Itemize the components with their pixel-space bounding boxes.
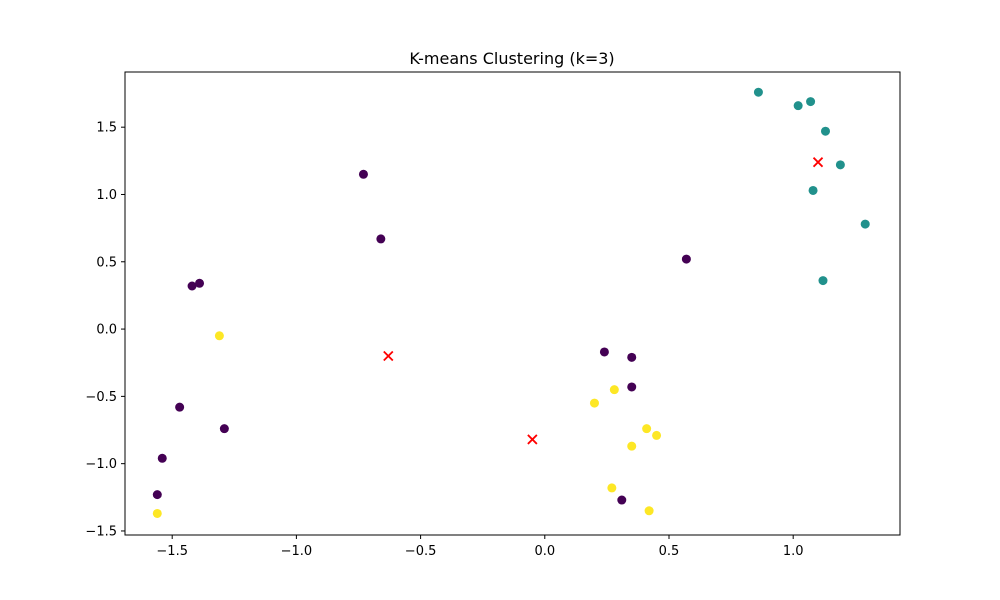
y-tick-label: 1.5 <box>96 121 117 136</box>
centroid-marker <box>812 157 824 168</box>
data-point-cluster-0 <box>152 490 162 500</box>
data-point-cluster-0 <box>175 402 185 412</box>
data-point-cluster-0 <box>599 347 609 357</box>
data-point-cluster-0 <box>627 352 637 362</box>
y-axis: −1.5 −1.0 −0.5 0.0 0.5 1.0 1.5 <box>85 121 125 539</box>
points-layer <box>152 87 870 518</box>
x-axis: −1.5 −1.0 −0.5 0.0 0.5 1.0 <box>156 535 804 559</box>
data-point-cluster-1 <box>806 97 816 107</box>
y-tick-label: −1.5 <box>85 524 117 539</box>
data-point-cluster-0 <box>157 453 167 463</box>
data-point-cluster-1 <box>818 276 828 286</box>
data-point-cluster-0 <box>627 382 637 392</box>
data-point-cluster-2 <box>609 385 619 395</box>
data-point-cluster-1 <box>860 219 870 229</box>
y-tick-label: 1.0 <box>96 188 117 203</box>
x-tick-label: 0.5 <box>659 544 680 559</box>
y-tick-label: −0.5 <box>85 390 117 405</box>
data-point-cluster-2 <box>642 424 652 434</box>
data-point-cluster-1 <box>835 160 845 170</box>
data-point-cluster-2 <box>589 398 599 408</box>
data-point-cluster-1 <box>753 87 763 97</box>
data-point-cluster-2 <box>214 331 224 341</box>
data-point-cluster-0 <box>358 169 368 179</box>
data-point-cluster-2 <box>607 483 617 493</box>
centroid-marker <box>383 350 394 362</box>
x-tick-label: 1.0 <box>783 544 804 559</box>
data-point-cluster-2 <box>652 430 662 440</box>
data-point-cluster-0 <box>681 254 691 264</box>
data-point-cluster-0 <box>617 495 627 505</box>
centroid-marker <box>527 434 538 445</box>
x-tick-label: −0.5 <box>405 544 437 559</box>
data-point-cluster-1 <box>820 126 830 136</box>
data-point-cluster-2 <box>627 441 637 451</box>
x-tick-label: −1.5 <box>156 544 188 559</box>
data-point-cluster-0 <box>219 424 229 434</box>
y-tick-label: −1.0 <box>85 457 117 472</box>
plot-frame <box>124 71 901 536</box>
chart-title: K-means Clustering (k=3) <box>409 49 614 68</box>
data-point-cluster-1 <box>793 101 803 111</box>
y-tick-label: 0.5 <box>96 255 117 270</box>
y-tick-label: 0.0 <box>96 323 117 338</box>
data-point-cluster-0 <box>187 281 197 291</box>
data-point-cluster-2 <box>152 508 162 518</box>
data-point-cluster-1 <box>808 185 818 195</box>
x-tick-label: 0.0 <box>534 544 555 559</box>
data-point-cluster-0 <box>376 234 386 244</box>
centroids-layer <box>383 157 824 445</box>
data-point-cluster-2 <box>644 506 654 516</box>
data-point-cluster-0 <box>195 278 205 288</box>
x-tick-label: −1.0 <box>281 544 313 559</box>
